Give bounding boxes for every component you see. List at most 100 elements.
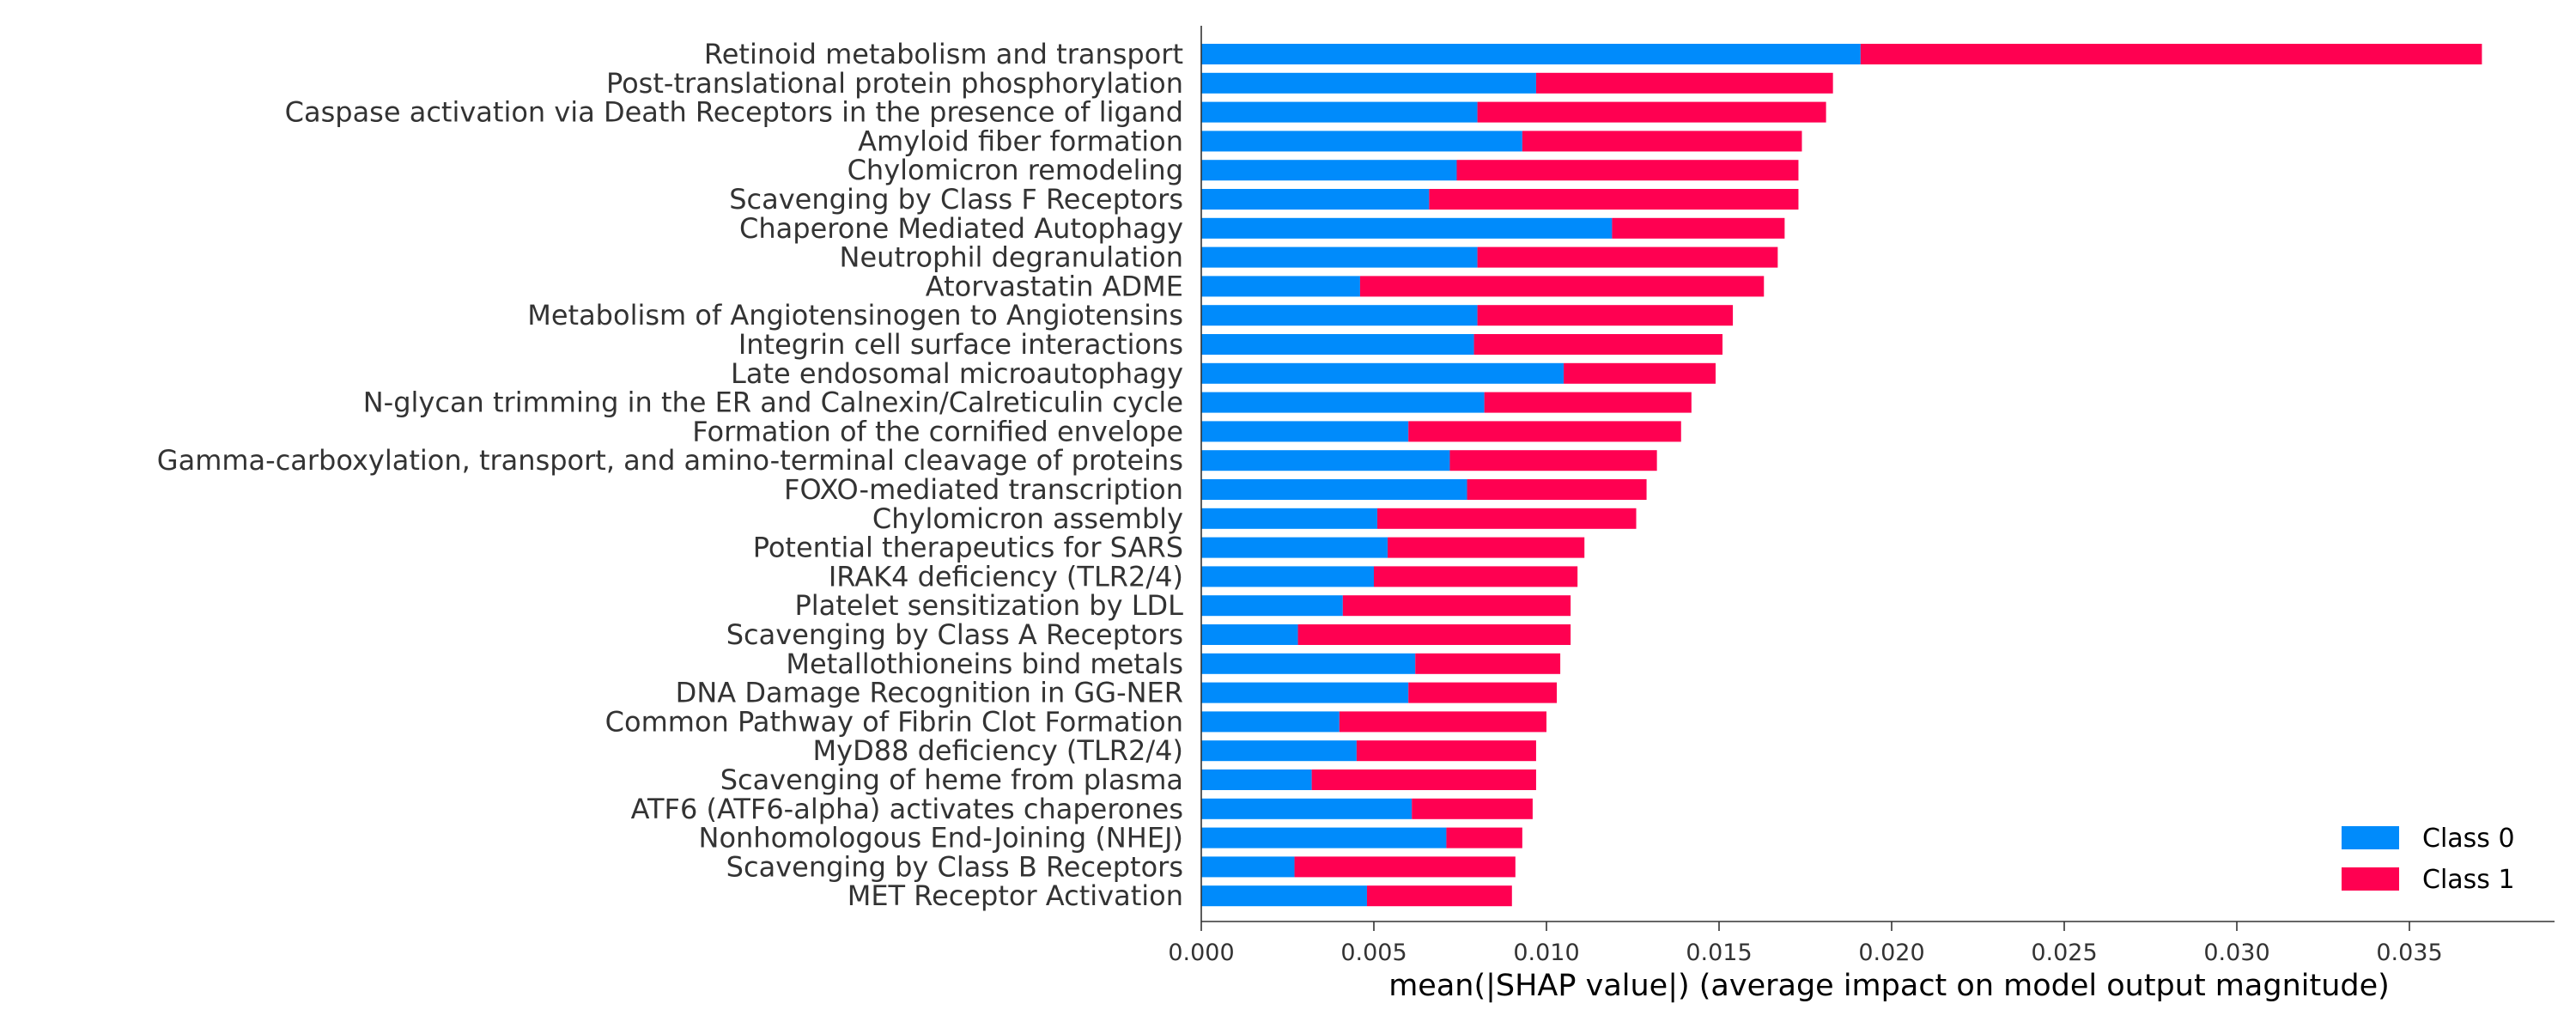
bar-class-1-row-13 bbox=[1408, 421, 1681, 442]
legend-swatch-class-0 bbox=[2342, 826, 2399, 849]
bar-class-0-row-18 bbox=[1201, 566, 1374, 587]
bar-class-1-row-10 bbox=[1473, 334, 1723, 355]
bar-class-0-row-10 bbox=[1201, 334, 1474, 355]
bar-class-1-row-6 bbox=[1612, 217, 1785, 239]
bar-class-0-row-0 bbox=[1201, 44, 1861, 64]
feature-label: Nonhomologous End-Joining (NHEJ) bbox=[699, 822, 1184, 855]
bar-class-0-row-11 bbox=[1201, 362, 1564, 384]
feature-label: Potential therapeutics for SARS bbox=[753, 532, 1183, 564]
feature-label: Atorvastatin ADME bbox=[926, 270, 1183, 302]
bar-class-1-row-20 bbox=[1297, 624, 1571, 645]
bar-class-0-row-22 bbox=[1201, 682, 1409, 703]
bar-class-0-row-29 bbox=[1201, 885, 1367, 907]
feature-label: Scavenging by Class F Receptors bbox=[729, 183, 1183, 216]
feature-label: Scavenging of heme from plasma bbox=[720, 763, 1183, 796]
bar-class-1-row-7 bbox=[1477, 246, 1778, 268]
feature-label: Post-translational protein phosphorylati… bbox=[606, 67, 1183, 100]
bar-class-1-row-16 bbox=[1377, 508, 1637, 529]
x-tick-label: 0.035 bbox=[2376, 940, 2442, 966]
feature-label: Common Pathway of Fibrin Clot Formation bbox=[605, 705, 1183, 738]
bar-class-1-row-14 bbox=[1449, 450, 1657, 471]
bar-class-0-row-27 bbox=[1201, 827, 1447, 848]
bar-class-1-row-15 bbox=[1467, 479, 1647, 500]
bar-class-0-row-26 bbox=[1201, 798, 1413, 819]
bar-class-1-row-4 bbox=[1456, 160, 1799, 181]
x-tick-label: 0.020 bbox=[1858, 940, 1924, 966]
bar-class-0-row-8 bbox=[1201, 276, 1360, 297]
feature-label: Formation of the cornified envelope bbox=[692, 415, 1183, 447]
bars-layer bbox=[1201, 44, 2482, 907]
x-tick-label: 0.000 bbox=[1168, 940, 1234, 966]
bar-class-1-row-28 bbox=[1294, 856, 1516, 878]
feature-label: Retinoid metabolism and transport bbox=[704, 38, 1183, 70]
bar-class-1-row-9 bbox=[1477, 305, 1734, 326]
bar-class-0-row-28 bbox=[1201, 856, 1295, 878]
bar-class-1-row-1 bbox=[1535, 72, 1833, 94]
bar-class-1-row-3 bbox=[1522, 131, 1802, 152]
bar-class-1-row-8 bbox=[1359, 276, 1765, 297]
x-tick-label: 0.025 bbox=[2031, 940, 2097, 966]
bar-class-0-row-2 bbox=[1201, 101, 1478, 123]
bar-class-1-row-19 bbox=[1342, 595, 1571, 617]
bar-class-1-row-21 bbox=[1415, 653, 1561, 674]
bar-class-1-row-11 bbox=[1564, 362, 1716, 384]
bar-class-0-row-4 bbox=[1201, 160, 1457, 181]
bar-class-0-row-19 bbox=[1201, 595, 1343, 617]
bar-class-0-row-20 bbox=[1201, 624, 1298, 645]
bar-class-1-row-29 bbox=[1366, 885, 1512, 907]
bar-class-1-row-2 bbox=[1477, 101, 1826, 123]
bar-class-1-row-23 bbox=[1339, 711, 1546, 733]
bar-class-0-row-14 bbox=[1201, 450, 1450, 471]
feature-label: DNA Damage Recognition in GG-NER bbox=[676, 677, 1183, 709]
bar-class-0-row-13 bbox=[1201, 421, 1409, 442]
feature-label: Amyloid fiber formation bbox=[858, 125, 1183, 157]
feature-label: Chaperone Mediated Autophagy bbox=[739, 212, 1183, 245]
bar-class-0-row-12 bbox=[1201, 392, 1485, 413]
feature-label: Metabolism of Angiotensinogen to Angiote… bbox=[527, 299, 1183, 331]
x-tick-label: 0.005 bbox=[1340, 940, 1406, 966]
feature-label: Platelet sensitization by LDL bbox=[794, 589, 1183, 622]
bar-class-1-row-0 bbox=[1860, 44, 2482, 64]
x-tick-label: 0.010 bbox=[1513, 940, 1579, 966]
feature-label: IRAK4 deficiency (TLR2/4) bbox=[829, 560, 1183, 593]
bar-class-1-row-12 bbox=[1484, 392, 1692, 413]
bar-class-1-row-25 bbox=[1311, 769, 1536, 790]
feature-label: Integrin cell surface interactions bbox=[738, 328, 1183, 361]
bar-class-0-row-15 bbox=[1201, 479, 1467, 500]
feature-label: Chylomicron remodeling bbox=[848, 154, 1183, 186]
bar-class-1-row-18 bbox=[1374, 566, 1578, 587]
feature-label: Late endosomal microautophagy bbox=[731, 357, 1183, 390]
feature-label: Scavenging by Class A Receptors bbox=[726, 618, 1183, 651]
x-tick-label: 0.030 bbox=[2203, 940, 2269, 966]
bar-class-0-row-1 bbox=[1201, 72, 1536, 94]
bar-class-1-row-22 bbox=[1408, 682, 1558, 703]
bar-class-0-row-7 bbox=[1201, 246, 1478, 268]
feature-label: Gamma-carboxylation, transport, and amin… bbox=[157, 444, 1183, 477]
bar-class-0-row-3 bbox=[1201, 131, 1522, 152]
bar-class-0-row-6 bbox=[1201, 217, 1613, 239]
bar-class-0-row-17 bbox=[1201, 537, 1388, 558]
legend-label-class-0: Class 0 bbox=[2422, 824, 2515, 854]
bar-class-0-row-16 bbox=[1201, 508, 1378, 529]
legend-swatch-class-1 bbox=[2342, 867, 2399, 891]
feature-label: Scavenging by Class B Receptors bbox=[726, 850, 1183, 883]
bar-class-0-row-25 bbox=[1201, 769, 1312, 790]
feature-label: N-glycan trimming in the ER and Calnexin… bbox=[363, 386, 1183, 419]
legend: Class 0 Class 1 bbox=[2342, 824, 2515, 895]
feature-label: MET Receptor Activation bbox=[848, 879, 1183, 912]
bar-class-0-row-21 bbox=[1201, 653, 1416, 674]
feature-label: Metallothioneins bind metals bbox=[786, 648, 1183, 680]
bar-class-1-row-24 bbox=[1356, 740, 1536, 762]
x-axis-label: mean(|SHAP value|) (average impact on mo… bbox=[1388, 969, 2390, 1003]
bar-class-1-row-5 bbox=[1429, 189, 1799, 210]
feature-label: Caspase activation via Death Receptors i… bbox=[285, 96, 1183, 129]
feature-labels: Retinoid metabolism and transportPost-tr… bbox=[157, 38, 1183, 912]
bar-class-0-row-5 bbox=[1201, 189, 1430, 210]
bar-class-0-row-24 bbox=[1201, 740, 1357, 762]
feature-label: FOXO-mediated transcription bbox=[784, 473, 1183, 506]
bar-class-0-row-9 bbox=[1201, 305, 1478, 326]
x-tick-label: 0.015 bbox=[1686, 940, 1752, 966]
bar-class-0-row-23 bbox=[1201, 711, 1340, 733]
